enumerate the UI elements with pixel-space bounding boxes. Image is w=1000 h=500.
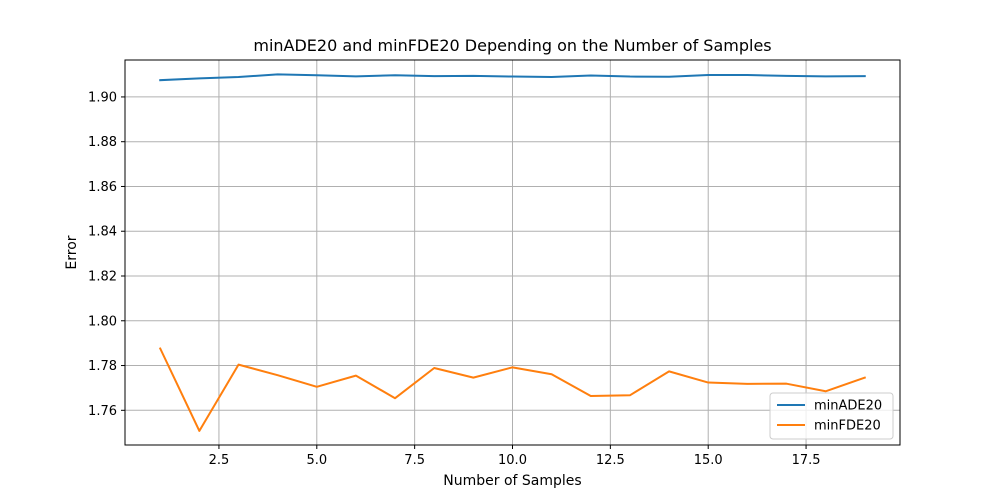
ticks: 2.5 5.0 7.5 10.0 12.5 15.0 17.5 1.76 1.78 1.80 1.8… (88, 90, 820, 468)
x-tick-label: 15.0 (694, 453, 723, 468)
x-tick-label: 10.0 (498, 453, 527, 468)
x-tick-label: 5.0 (306, 453, 327, 468)
legend-label-minfde20: minFDE20 (814, 419, 881, 434)
x-tick-label: 7.5 (404, 453, 425, 468)
x-tick-label: 12.5 (596, 453, 625, 468)
x-tick-label: 17.5 (792, 453, 821, 468)
y-tick-label: 1.78 (88, 359, 117, 374)
grid (125, 60, 900, 445)
y-tick-label: 1.76 (88, 404, 117, 419)
chart-title: minADE20 and minFDE20 Depending on the N… (253, 36, 771, 55)
y-tick-label: 1.88 (88, 135, 117, 150)
y-tick-label: 1.86 (88, 180, 117, 195)
y-tick-label: 1.82 (88, 270, 117, 285)
y-axis-label: Error (64, 235, 80, 269)
series-line-minade20 (159, 73, 866, 82)
legend-label-minade20: minADE20 (814, 399, 882, 414)
series-line-minfde20 (158, 347, 867, 432)
y-tick-label: 1.80 (88, 314, 117, 329)
y-tick-label: 1.90 (88, 90, 117, 105)
x-axis-label: Number of Samples (443, 473, 581, 489)
x-tick-label: 2.5 (209, 453, 230, 468)
legend: minADE20 minFDE20 (769, 392, 894, 440)
series-lines (158, 73, 867, 432)
y-tick-label: 1.84 (88, 225, 117, 240)
